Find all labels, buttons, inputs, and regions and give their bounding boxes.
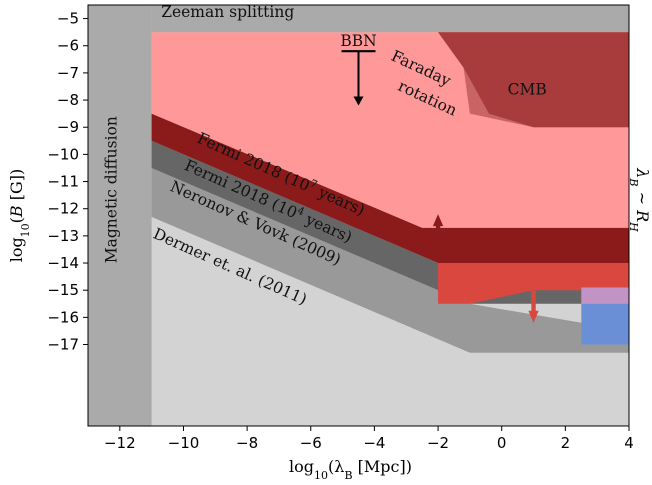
x-tick-label: −4 [363, 434, 385, 452]
y-tick-label: −14 [47, 254, 79, 272]
region-magnetic-diffusion [88, 5, 152, 426]
plot-frame [87, 4, 630, 427]
x-axis-label: log10(λB [Mpc]) [289, 457, 412, 482]
y-axis-label: log10(B [G]) [7, 169, 32, 263]
bbn-label: BBN [340, 32, 376, 50]
horizon-label: λB ∼ RH [628, 167, 652, 232]
x-tick-label: −8 [236, 434, 258, 452]
down-arrow-shape [528, 290, 539, 323]
y-tick-label: −6 [57, 37, 79, 55]
y-tick-label: −16 [47, 308, 79, 326]
y-tick-label: −15 [47, 281, 79, 299]
region-lower-red-extension [438, 263, 629, 304]
y-tick-label: −7 [57, 64, 79, 82]
label-magnetic-diffusion: Magnetic diffusion [103, 116, 121, 263]
x-tick-label: −12 [104, 434, 136, 452]
up-arrow-shape [432, 214, 444, 253]
x-tick-label: −10 [168, 434, 200, 452]
x-tick-label: 0 [497, 434, 507, 452]
region-blue-region-light [581, 287, 629, 304]
y-tick-label: −5 [57, 10, 79, 28]
region-dermer-et-al-2011 [151, 168, 629, 353]
bbn-marker: BBN [340, 32, 377, 106]
axes: −12 −10 −8 −6 −4 −2 0 2 4 −5 −6 −7 −8 −9 −10 −11 −12 −13 −… [7, 4, 652, 482]
label-cmb: CMB [508, 81, 547, 99]
y-tick-label: −9 [57, 118, 79, 136]
x-tick-label: −6 [300, 434, 322, 452]
label-zeeman-splitting: Zeeman splitting [161, 3, 294, 21]
x-tick-label: 2 [561, 434, 571, 452]
y-tick-label: −11 [47, 173, 79, 191]
region-cmb [438, 32, 629, 128]
x-tick-label: 4 [624, 434, 634, 452]
down-arrow [528, 290, 539, 323]
region-blue-region [581, 303, 629, 345]
region-fermi-2018-10-4-years [151, 113, 629, 263]
up-arrow [432, 214, 444, 253]
region-zeeman-splitting [151, 5, 629, 33]
y-tick-label: −8 [57, 91, 79, 109]
x-tick-label: −2 [427, 434, 449, 452]
y-tick-label: −13 [47, 227, 79, 245]
y-tick-label: −10 [47, 145, 79, 163]
y-tick-label: −17 [47, 336, 79, 354]
y-tick-label: −12 [47, 200, 79, 218]
bbn-arrowhead [353, 96, 364, 106]
